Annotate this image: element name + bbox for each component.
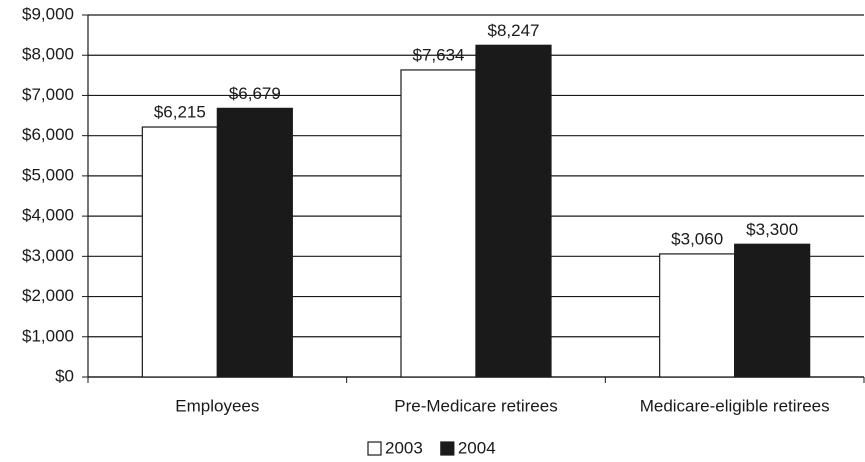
- x-tick-label: Employees: [175, 396, 259, 415]
- bar: [734, 243, 811, 378]
- value-label: $3,060: [671, 229, 723, 248]
- bar: [216, 107, 293, 378]
- legend-label: 2004: [458, 438, 496, 457]
- value-label: $3,300: [746, 220, 798, 239]
- bar: [475, 44, 552, 378]
- value-label: $6,679: [229, 84, 281, 103]
- bar: [659, 253, 736, 378]
- y-tick-label: $5,000: [22, 165, 74, 184]
- y-tick-label: $7,000: [22, 85, 74, 104]
- y-tick-label: $6,000: [22, 125, 74, 144]
- y-tick-label: $8,000: [22, 45, 74, 64]
- legend-swatch: [440, 441, 455, 456]
- value-label: $7,634: [413, 45, 465, 64]
- bar: [141, 126, 218, 378]
- y-tick-label: $0: [55, 366, 74, 385]
- y-tick-label: $1,000: [22, 326, 74, 345]
- legend-label: 2003: [385, 438, 423, 457]
- value-label: $8,247: [488, 21, 540, 40]
- x-tick-label: Pre-Medicare retirees: [394, 396, 557, 415]
- y-tick-label: $2,000: [22, 286, 74, 305]
- legend-swatch: [367, 441, 382, 456]
- x-tick-label: Medicare-eligible retirees: [640, 396, 830, 415]
- y-tick-label: $4,000: [22, 206, 74, 225]
- bar: [400, 69, 477, 378]
- value-label: $6,215: [154, 103, 206, 122]
- y-tick-label: $9,000: [22, 4, 74, 23]
- y-tick-label: $3,000: [22, 246, 74, 265]
